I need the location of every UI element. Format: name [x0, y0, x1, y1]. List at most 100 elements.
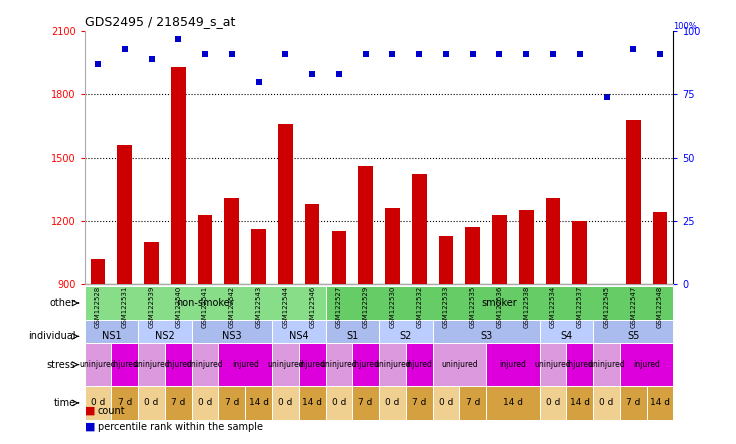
- Text: 0 d: 0 d: [278, 398, 292, 408]
- Bar: [219, 386, 245, 420]
- Text: 0 d: 0 d: [599, 398, 614, 408]
- Text: uninjured: uninjured: [267, 360, 304, 369]
- Text: S1: S1: [346, 331, 358, 341]
- Text: injured: injured: [111, 360, 138, 369]
- Bar: [567, 386, 593, 420]
- Point: [92, 60, 104, 67]
- Point: [306, 71, 318, 78]
- Bar: [379, 343, 406, 386]
- Bar: [224, 198, 239, 284]
- Bar: [272, 320, 325, 353]
- Text: 0 d: 0 d: [332, 398, 346, 408]
- Point: [333, 71, 344, 78]
- Bar: [111, 386, 138, 420]
- Bar: [299, 343, 325, 386]
- Text: smoker: smoker: [481, 298, 517, 308]
- Text: uninjured: uninjured: [441, 360, 478, 369]
- Text: 0 d: 0 d: [439, 398, 453, 408]
- Text: 7 d: 7 d: [466, 398, 480, 408]
- Text: S2: S2: [400, 331, 412, 341]
- Text: injured: injured: [299, 360, 325, 369]
- Text: 14 d: 14 d: [650, 398, 670, 408]
- Text: S5: S5: [627, 331, 640, 341]
- Bar: [433, 343, 486, 386]
- Bar: [278, 124, 293, 284]
- Bar: [331, 231, 346, 284]
- Bar: [379, 386, 406, 420]
- Text: NS4: NS4: [289, 331, 308, 341]
- Bar: [433, 386, 459, 420]
- Text: 0 d: 0 d: [144, 398, 159, 408]
- Text: NS1: NS1: [102, 331, 121, 341]
- Text: injured: injured: [353, 360, 379, 369]
- Bar: [626, 120, 640, 284]
- Bar: [111, 343, 138, 386]
- Bar: [519, 210, 534, 284]
- Point: [574, 50, 586, 57]
- Text: other: other: [50, 298, 76, 308]
- Bar: [245, 386, 272, 420]
- Point: [520, 50, 532, 57]
- Text: 7 d: 7 d: [358, 398, 373, 408]
- Bar: [593, 320, 673, 353]
- Point: [414, 50, 425, 57]
- Bar: [138, 343, 165, 386]
- Point: [360, 50, 372, 57]
- Bar: [219, 343, 272, 386]
- Text: 7 d: 7 d: [412, 398, 426, 408]
- Bar: [545, 198, 560, 284]
- Text: 14 d: 14 d: [249, 398, 269, 408]
- Bar: [305, 204, 319, 284]
- Bar: [620, 343, 673, 386]
- Bar: [191, 386, 219, 420]
- Text: uninjured: uninjured: [321, 360, 357, 369]
- Text: injured: injured: [500, 360, 526, 369]
- Text: non-smoker: non-smoker: [176, 298, 234, 308]
- Point: [119, 45, 131, 52]
- Point: [226, 50, 238, 57]
- Bar: [539, 386, 567, 420]
- Text: injured: injured: [232, 360, 258, 369]
- Bar: [459, 386, 486, 420]
- Text: individual: individual: [28, 331, 76, 341]
- Bar: [593, 343, 620, 386]
- Bar: [325, 320, 379, 353]
- Text: 7 d: 7 d: [171, 398, 185, 408]
- Point: [627, 45, 639, 52]
- Bar: [325, 343, 353, 386]
- Bar: [171, 67, 185, 284]
- Bar: [653, 213, 668, 284]
- Bar: [406, 343, 433, 386]
- Text: 0 d: 0 d: [385, 398, 400, 408]
- Text: stress: stress: [47, 360, 76, 370]
- Text: NS3: NS3: [222, 331, 241, 341]
- Bar: [465, 227, 480, 284]
- Text: GDS2495 / 218549_s_at: GDS2495 / 218549_s_at: [85, 16, 235, 28]
- Bar: [353, 343, 379, 386]
- Bar: [406, 386, 433, 420]
- Point: [494, 50, 506, 57]
- Bar: [620, 386, 647, 420]
- Text: 0 d: 0 d: [198, 398, 212, 408]
- Bar: [144, 242, 159, 284]
- Bar: [325, 386, 353, 420]
- Bar: [165, 386, 191, 420]
- Bar: [191, 343, 219, 386]
- Text: NS2: NS2: [155, 331, 175, 341]
- Text: 14 d: 14 d: [503, 398, 523, 408]
- Bar: [492, 214, 507, 284]
- Point: [146, 56, 158, 63]
- Bar: [325, 286, 673, 320]
- Point: [467, 50, 478, 57]
- Point: [199, 50, 211, 57]
- Bar: [433, 320, 539, 353]
- Point: [654, 50, 666, 57]
- Bar: [85, 320, 138, 353]
- Text: uninjured: uninjured: [374, 360, 411, 369]
- Bar: [412, 174, 427, 284]
- Bar: [385, 208, 400, 284]
- Bar: [486, 386, 539, 420]
- Text: 14 d: 14 d: [570, 398, 590, 408]
- Text: uninjured: uninjured: [187, 360, 224, 369]
- Bar: [85, 343, 111, 386]
